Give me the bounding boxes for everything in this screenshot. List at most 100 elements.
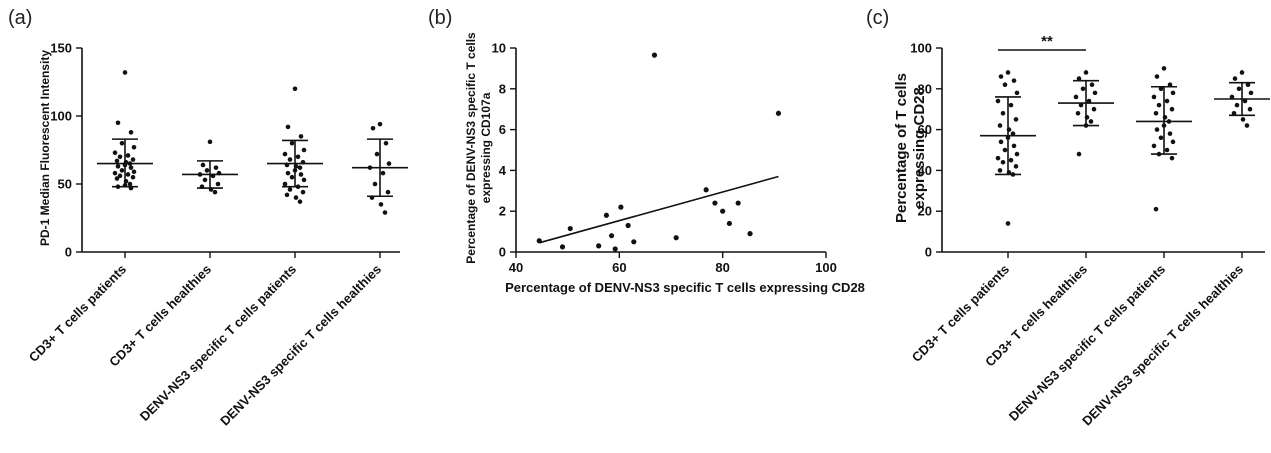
panel-b-x-tick-label: 60 bbox=[612, 260, 626, 275]
panel-c-data-point bbox=[1242, 98, 1248, 104]
panel-b-data-point bbox=[612, 246, 618, 252]
panel-b-data-point bbox=[603, 212, 610, 218]
panel-a-data-point bbox=[298, 172, 304, 177]
panel-c-y-axis-title-line-1: Percentage of T cells bbox=[893, 73, 910, 223]
panel-a-data-point bbox=[285, 170, 291, 176]
panel-c-data-point bbox=[1092, 90, 1098, 96]
panel-c-y-tick-label: 40 bbox=[918, 163, 932, 178]
panel-a-data-point bbox=[287, 157, 293, 162]
panel-a-y-tick-label: 0 bbox=[65, 245, 72, 260]
panel-a-data-point bbox=[202, 177, 208, 183]
panel-c-data-point bbox=[1167, 131, 1173, 136]
panel-c-data-point bbox=[1169, 155, 1175, 161]
panel-b-regression-line bbox=[539, 175, 779, 244]
panel-a-category-label: DENV-NS3 specific T cells healthies bbox=[217, 262, 384, 429]
panel-a-data-point bbox=[112, 170, 118, 176]
panel-c-y-tick-label: 60 bbox=[918, 122, 932, 137]
panel-a-data-point bbox=[115, 120, 121, 126]
panel-a-category-label: DENV-NS3 specific T cells patients bbox=[137, 262, 299, 424]
panel-a-data-point bbox=[282, 181, 288, 187]
panel-a-data-point bbox=[128, 165, 134, 170]
panel-a-label: (a) bbox=[8, 7, 32, 29]
panel-c-data-point bbox=[1014, 151, 1020, 157]
panel-b-data-point bbox=[726, 220, 732, 227]
panel-c-data-point bbox=[1231, 110, 1237, 116]
panel-c-y-tick-label: 100 bbox=[910, 41, 932, 56]
panel-b-y-axis-title-line-1: Percentage of DENV-NS3 specific T cells bbox=[464, 32, 478, 264]
panel-c-data-point bbox=[1158, 86, 1164, 92]
panel-c-data-point bbox=[1232, 76, 1238, 81]
panel-b-data-point bbox=[720, 208, 726, 214]
panel-a-data-point bbox=[382, 210, 388, 215]
panel-b-x-tick-label: 40 bbox=[509, 260, 523, 275]
panel-a-data-point bbox=[200, 162, 206, 168]
panel-a-y-tick-label: 150 bbox=[50, 41, 72, 56]
panel-b-y-tick-label: 4 bbox=[499, 163, 507, 178]
panel-c-data-point bbox=[1151, 143, 1157, 149]
panel-c-data-point bbox=[997, 123, 1003, 128]
panel-a-data-point bbox=[114, 158, 120, 164]
panel-b-data-point bbox=[608, 233, 615, 239]
panel-b-data-point bbox=[651, 52, 658, 58]
panel-b-label: (b) bbox=[428, 7, 452, 29]
panel-a-data-point bbox=[372, 181, 378, 187]
panel-a-data-point bbox=[300, 189, 306, 195]
panel-b-data-point bbox=[559, 244, 566, 250]
panel-c-significance-label: ** bbox=[1041, 33, 1053, 50]
panel-c-data-point bbox=[1161, 66, 1167, 71]
panel-a-y-tick-label: 100 bbox=[50, 109, 72, 124]
panel-a-data-point bbox=[289, 174, 295, 180]
panel-c-data-point bbox=[1002, 82, 1008, 88]
panel-a-data-point bbox=[284, 192, 290, 198]
panel-a-y-tick-label: 50 bbox=[58, 177, 72, 192]
panel-c-label: (c) bbox=[866, 7, 889, 29]
panel-b-x-tick-label: 80 bbox=[715, 260, 729, 275]
panel-c-data-point bbox=[1245, 82, 1251, 88]
panel-a-data-point bbox=[114, 176, 120, 181]
panel-a-data-point bbox=[119, 168, 125, 173]
panel-c-data-point bbox=[1151, 94, 1157, 100]
panel-c-data-point bbox=[1011, 143, 1017, 149]
panel-a-data-point bbox=[378, 202, 384, 207]
panel-a-data-point bbox=[215, 181, 221, 187]
panel-a-data-point bbox=[282, 151, 288, 157]
panel-c-data-point bbox=[995, 98, 1001, 104]
panel-c-data-point bbox=[1091, 106, 1097, 112]
panel-c-data-point bbox=[1239, 70, 1245, 75]
panel-c-data-point bbox=[1248, 90, 1254, 96]
panel-b-y-tick-label: 8 bbox=[499, 81, 506, 96]
panel-c-data-point bbox=[1158, 135, 1164, 141]
panel-c-data-point bbox=[1154, 127, 1160, 132]
panel-c-data-point bbox=[1164, 98, 1170, 104]
panel-c-data-point bbox=[1086, 98, 1092, 104]
panel-c-data-point bbox=[1164, 147, 1170, 153]
panel-c-category-label: DENV-NS3 specific T cells healthies bbox=[1079, 262, 1246, 429]
panel-b-data-point bbox=[567, 225, 573, 232]
panel-c: (c) Percentage of T cells expressing CD2… bbox=[866, 7, 1270, 428]
panel-b-y-axis-title-line-2: expressing CD107a bbox=[479, 92, 493, 203]
panel-a-y-axis-title: PD-1 Median Fluorescent Intensity bbox=[38, 50, 52, 246]
panel-c-data-point bbox=[1167, 82, 1173, 88]
panel-a-category-label: CD3+ T cells patients bbox=[26, 262, 129, 365]
panel-c-data-point bbox=[1008, 157, 1014, 163]
panel-c-data-point bbox=[1013, 164, 1019, 169]
panel-c-data-point bbox=[1080, 86, 1086, 92]
panel-a-data-point bbox=[377, 121, 383, 127]
panel-c-y-tick-label: 80 bbox=[918, 81, 932, 96]
panel-a-data-point bbox=[125, 172, 131, 177]
panel-a-data-point bbox=[128, 130, 134, 135]
panel-c-data-point bbox=[1236, 86, 1242, 92]
panel-a-data-point bbox=[385, 189, 391, 195]
panel-c-data-point bbox=[1005, 70, 1011, 75]
panel-b-data-point bbox=[625, 222, 631, 229]
panel-c-data-point bbox=[1002, 147, 1008, 153]
panel-c-data-point bbox=[1075, 110, 1081, 116]
panel-a-data-point bbox=[386, 161, 392, 166]
panel-c-data-point bbox=[998, 74, 1004, 79]
panel-a-data-point bbox=[301, 147, 307, 153]
panel-a-data-point bbox=[383, 140, 389, 146]
panel-a-data-point bbox=[295, 154, 301, 160]
panel-c-data-point bbox=[1247, 106, 1253, 112]
panel-a-data-point bbox=[380, 170, 386, 176]
panel-c-data-point bbox=[1010, 131, 1016, 136]
